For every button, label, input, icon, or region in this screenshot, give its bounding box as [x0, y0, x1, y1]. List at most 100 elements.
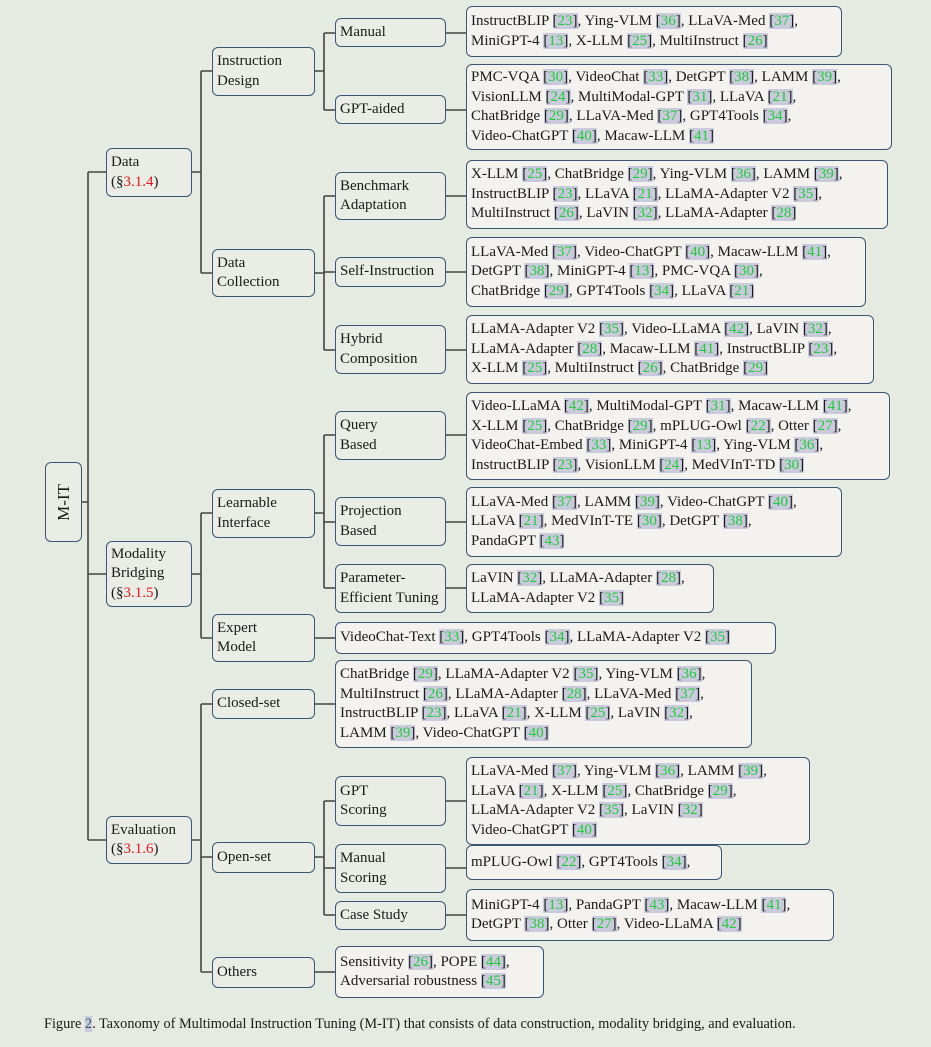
- citation-number[interactable]: 32: [682, 802, 698, 818]
- citation-number[interactable]: 13: [634, 263, 650, 280]
- citation-link[interactable]: [23]: [552, 13, 578, 29]
- citation-link[interactable]: [29]: [412, 666, 438, 682]
- citation-link[interactable]: [45]: [480, 973, 506, 989]
- citation-link[interactable]: [21]: [518, 513, 544, 530]
- citation-link[interactable]: [32]: [677, 802, 703, 818]
- citation-number[interactable]: 38: [734, 69, 750, 85]
- citation-link[interactable]: [26]: [742, 32, 768, 49]
- citation-link[interactable]: [29]: [707, 782, 733, 799]
- citation-link[interactable]: [38]: [729, 69, 755, 85]
- section-ref[interactable]: (§3.1.5): [111, 584, 159, 601]
- citation-link[interactable]: [26]: [422, 685, 448, 702]
- citation-number[interactable]: 44: [485, 953, 501, 970]
- citation-number[interactable]: 28: [776, 205, 792, 222]
- section-link[interactable]: 3.1.5: [123, 584, 154, 601]
- citation-number[interactable]: 28: [566, 685, 582, 702]
- citation-number[interactable]: 29: [548, 282, 564, 299]
- citation-link[interactable]: [27]: [812, 417, 838, 434]
- citation-link[interactable]: [33]: [586, 437, 612, 453]
- citation-number[interactable]: 21: [637, 185, 653, 202]
- citation-number[interactable]: 30: [738, 263, 754, 280]
- citation-number[interactable]: 23: [557, 13, 573, 29]
- citation-number[interactable]: 32: [669, 705, 685, 721]
- citation-link[interactable]: [39]: [813, 166, 839, 183]
- citation-number[interactable]: 21: [506, 705, 522, 721]
- citation-number[interactable]: 31: [692, 88, 708, 105]
- citation-number[interactable]: 42: [721, 916, 737, 932]
- citation-link[interactable]: [32]: [664, 705, 690, 721]
- citation-link[interactable]: [25]: [602, 782, 628, 799]
- citation-number[interactable]: 36: [735, 166, 751, 183]
- citation-link[interactable]: [36]: [655, 13, 681, 29]
- citation-number[interactable]: 39: [639, 493, 655, 510]
- citation-link[interactable]: [35]: [573, 666, 599, 682]
- citation-link[interactable]: [23]: [552, 185, 578, 202]
- citation-link[interactable]: [22]: [556, 853, 582, 870]
- citation-link[interactable]: [30]: [779, 456, 805, 473]
- citation-link[interactable]: [28]: [655, 570, 681, 586]
- citation-number[interactable]: 25: [607, 782, 623, 799]
- citation-number[interactable]: 32: [807, 321, 823, 338]
- citation-number[interactable]: 25: [527, 417, 543, 434]
- citation-number[interactable]: 39: [395, 724, 411, 741]
- citation-number[interactable]: 36: [660, 13, 676, 29]
- citation-link[interactable]: [28]: [561, 685, 587, 702]
- citation-link[interactable]: [34]: [544, 629, 570, 646]
- citation-number[interactable]: 38: [529, 263, 545, 280]
- citation-number[interactable]: 34: [549, 629, 565, 646]
- citation-link[interactable]: [23]: [552, 456, 578, 473]
- citation-link[interactable]: [37]: [551, 243, 577, 260]
- citation-number[interactable]: 34: [654, 282, 670, 299]
- citation-number[interactable]: 22: [561, 853, 577, 870]
- citation-link[interactable]: [42]: [716, 916, 742, 932]
- citation-number[interactable]: 29: [417, 666, 433, 682]
- citation-number[interactable]: 35: [604, 321, 620, 338]
- citation-link[interactable]: [29]: [543, 282, 569, 299]
- citation-number[interactable]: 22: [750, 417, 766, 434]
- citation-number[interactable]: 28: [660, 570, 676, 586]
- citation-number[interactable]: 37: [556, 243, 572, 260]
- citation-link[interactable]: [21]: [767, 88, 793, 105]
- citation-link[interactable]: [30]: [733, 263, 759, 280]
- citation-link[interactable]: [34]: [649, 282, 675, 299]
- citation-number[interactable]: 13: [548, 896, 564, 913]
- citation-link[interactable]: [26]: [407, 953, 433, 970]
- citation-number[interactable]: 25: [632, 32, 648, 49]
- citation-number[interactable]: 32: [522, 570, 538, 586]
- citation-link[interactable]: [30]: [636, 513, 662, 530]
- citation-link[interactable]: [39]: [738, 763, 764, 779]
- citation-link[interactable]: [37]: [657, 108, 683, 124]
- citation-number[interactable]: 42: [729, 321, 745, 338]
- citation-link[interactable]: [26]: [637, 360, 663, 377]
- citation-link[interactable]: [31]: [687, 88, 713, 105]
- citation-link[interactable]: [24]: [545, 88, 571, 105]
- citation-number[interactable]: 29: [632, 166, 648, 183]
- citation-link[interactable]: [13]: [543, 32, 569, 49]
- citation-link[interactable]: [40]: [768, 493, 794, 510]
- citation-number[interactable]: 37: [556, 493, 572, 510]
- citation-number[interactable]: 26: [642, 360, 658, 377]
- citation-link[interactable]: [40]: [685, 243, 711, 260]
- citation-link[interactable]: [26]: [553, 205, 579, 222]
- citation-number[interactable]: 35: [604, 589, 620, 606]
- citation-number[interactable]: 24: [550, 88, 566, 105]
- citation-number[interactable]: 24: [664, 456, 680, 473]
- citation-number[interactable]: 29: [712, 782, 728, 799]
- citation-link[interactable]: [30]: [543, 69, 569, 85]
- citation-link[interactable]: [40]: [571, 127, 597, 144]
- citation-link[interactable]: [32]: [632, 205, 658, 222]
- citation-number[interactable]: 30: [641, 513, 657, 530]
- citation-link[interactable]: [40]: [571, 821, 597, 838]
- citation-number[interactable]: 23: [557, 185, 573, 202]
- citation-number[interactable]: 26: [427, 685, 443, 702]
- citation-number[interactable]: 38: [529, 916, 545, 932]
- citation-number[interactable]: 38: [727, 513, 743, 530]
- citation-number[interactable]: 39: [817, 69, 833, 85]
- citation-link[interactable]: [41]: [694, 340, 720, 357]
- citation-link[interactable]: [39]: [390, 724, 416, 741]
- citation-number[interactable]: 41: [766, 896, 782, 913]
- citation-link[interactable]: [36]: [794, 437, 820, 453]
- citation-number[interactable]: 30: [784, 456, 800, 473]
- citation-link[interactable]: [29]: [543, 108, 569, 124]
- citation-link[interactable]: [44]: [480, 953, 506, 970]
